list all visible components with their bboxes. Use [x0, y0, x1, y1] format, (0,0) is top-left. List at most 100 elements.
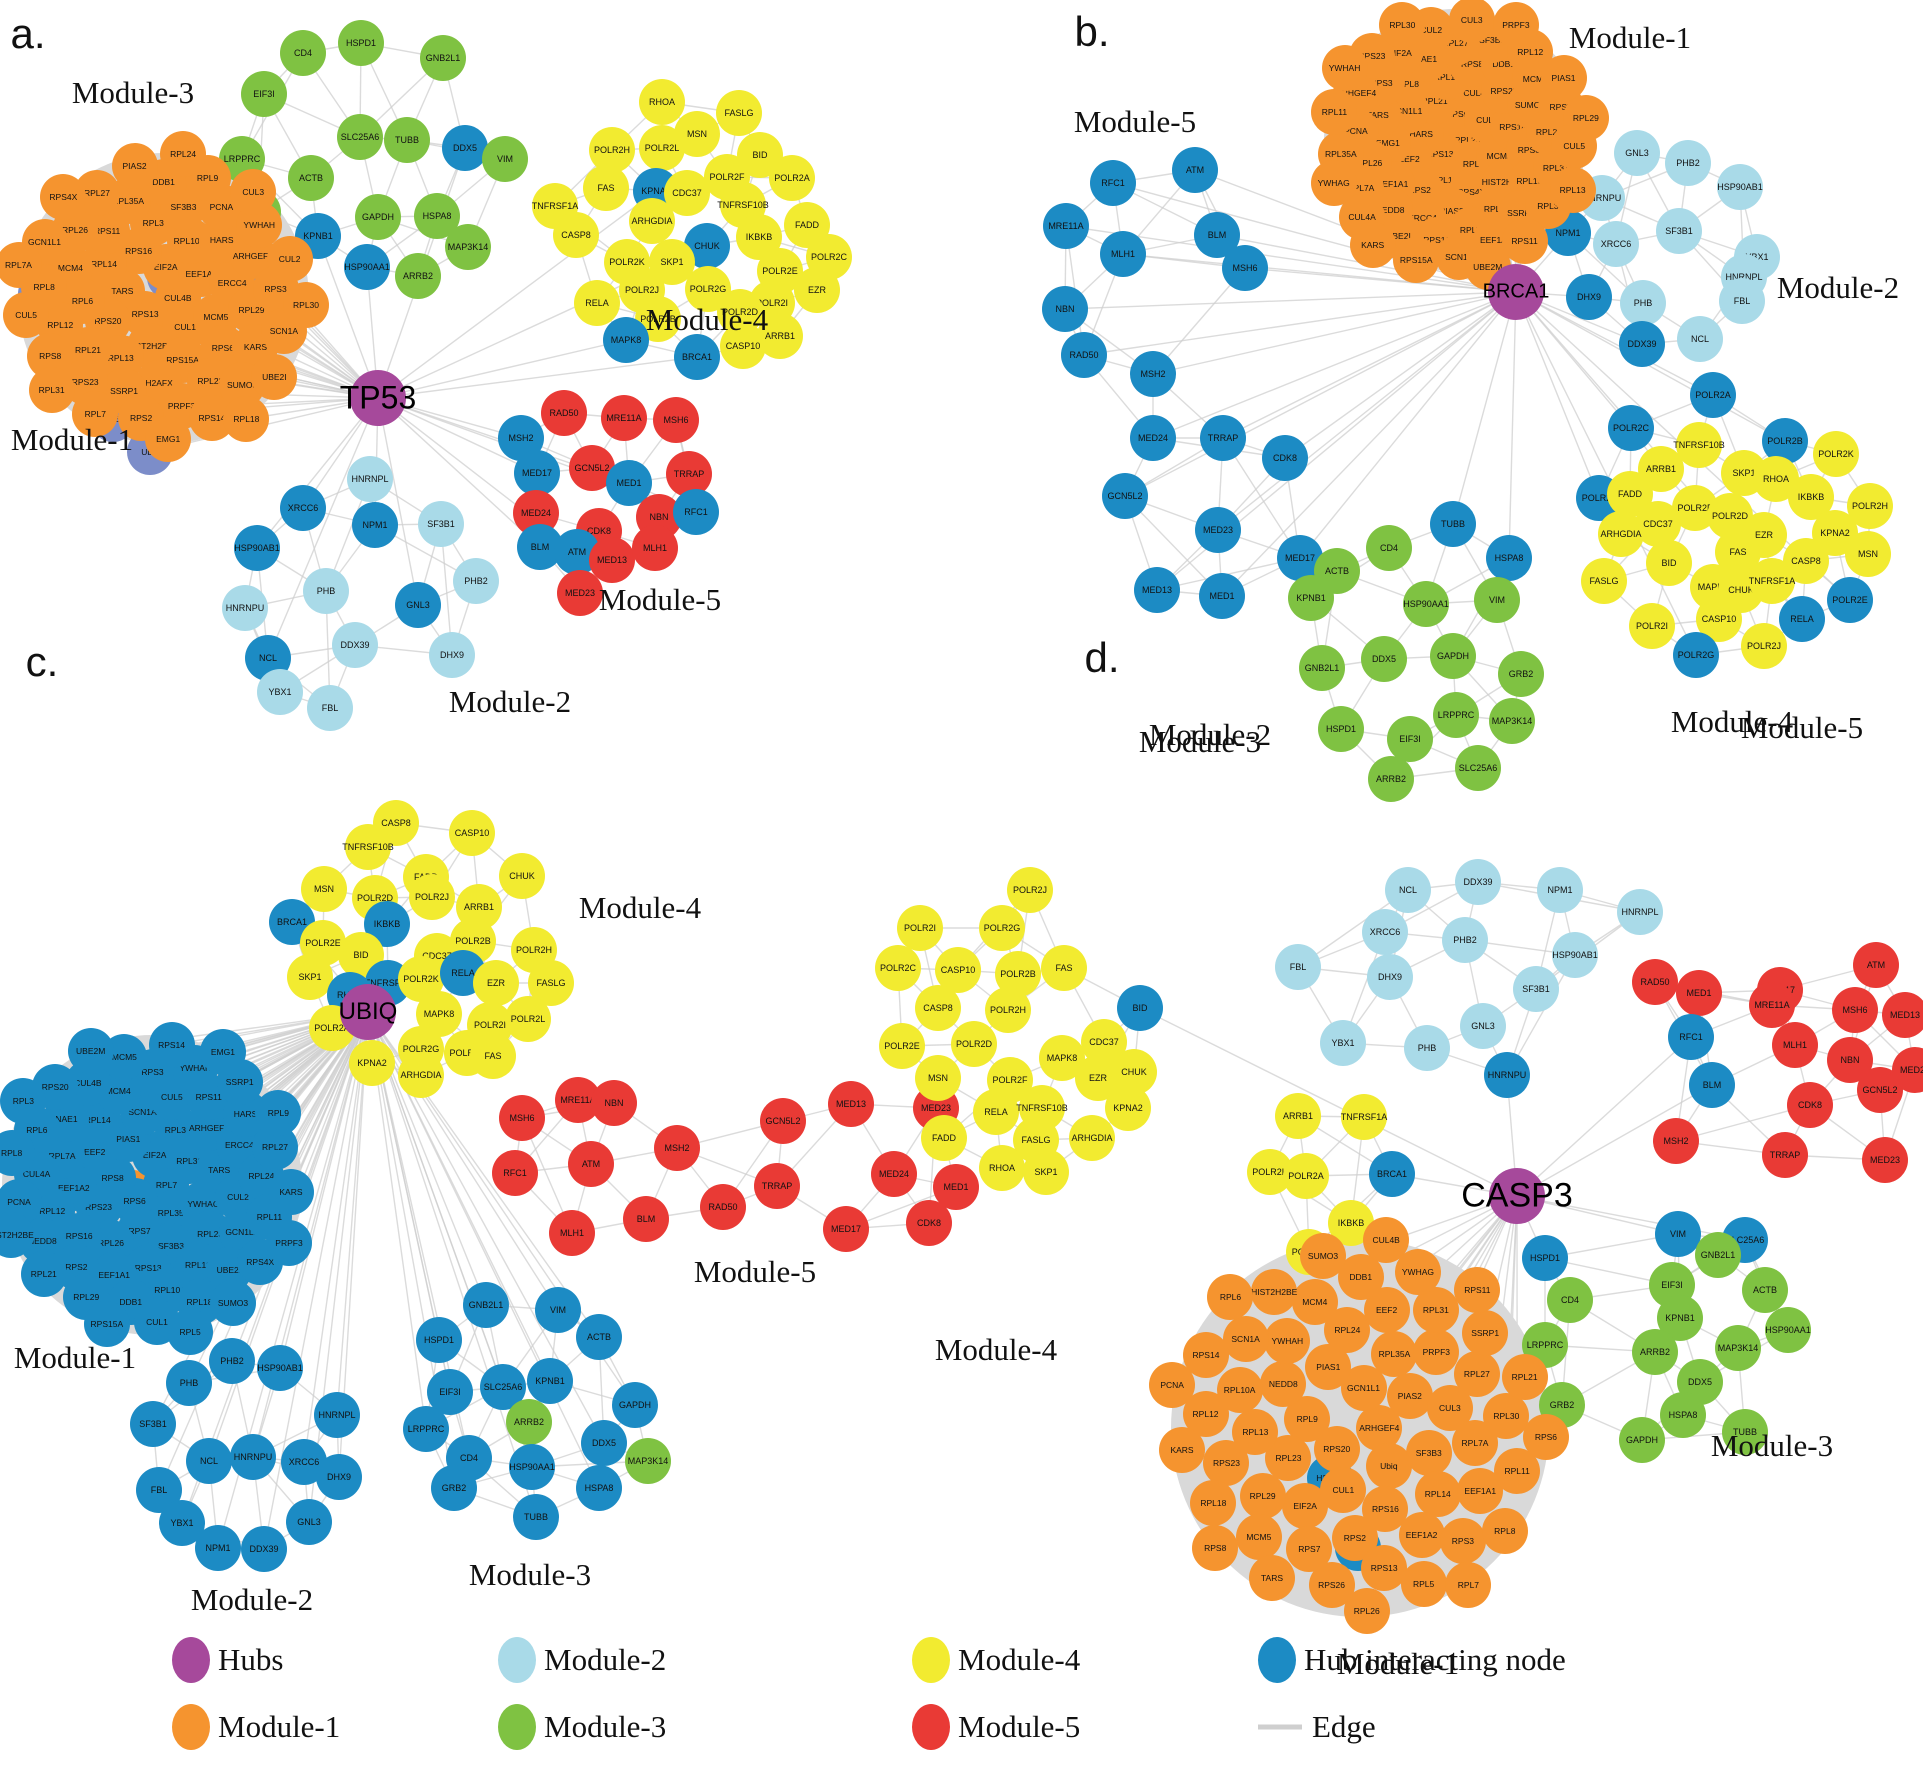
node-RELA[interactable]: RELA	[1779, 596, 1825, 642]
node-RFC1[interactable]: RFC1	[673, 489, 719, 535]
node-POLR2A[interactable]: POLR2A	[1690, 372, 1736, 418]
node-DDX39[interactable]: DDX39	[1619, 321, 1665, 367]
node-RFC1[interactable]: RFC1	[1090, 160, 1136, 206]
node-DHX9[interactable]: DHX9	[316, 1454, 362, 1500]
node-MLH1[interactable]: MLH1	[632, 525, 678, 571]
node-KPNB1[interactable]: KPNB1	[1288, 575, 1334, 621]
node-SF3B1[interactable]: SF3B1	[418, 501, 464, 547]
node-TUBB[interactable]: TUBB	[1430, 501, 1476, 547]
node-KPNA2[interactable]: KPNA2	[349, 1040, 395, 1086]
node-POLR2H[interactable]: POLR2H	[985, 987, 1031, 1033]
node-RPL6[interactable]: RPL6	[1207, 1273, 1254, 1320]
node-CDK8[interactable]: CDK8	[1262, 435, 1308, 481]
node-EEF1A2[interactable]: EEF1A2	[1398, 1512, 1445, 1559]
node-RPL26[interactable]: RPL26	[1343, 1587, 1390, 1634]
node-VIM[interactable]: VIM	[482, 136, 528, 182]
node-CASP8[interactable]: CASP8	[915, 985, 961, 1031]
node-RAD50[interactable]: RAD50	[541, 390, 587, 436]
node-EZR[interactable]: EZR	[794, 267, 840, 313]
node-HSP90AA1[interactable]: HSP90AA1	[1765, 1307, 1811, 1353]
node-YWHAH[interactable]: YWHAH	[1321, 45, 1368, 92]
node-PHB[interactable]: PHB	[166, 1360, 212, 1406]
node-DDX39[interactable]: DDX39	[332, 622, 378, 668]
node-CUL3[interactable]: CUL3	[1448, 0, 1495, 43]
node-HSPD1[interactable]: HSPD1	[1318, 706, 1364, 752]
node-FASLG[interactable]: FASLG	[1581, 558, 1627, 604]
node-HSPA8[interactable]: HSPA8	[576, 1465, 622, 1511]
node-DHX9[interactable]: DHX9	[1367, 954, 1413, 1000]
node-HSPD1[interactable]: HSPD1	[1522, 1235, 1568, 1281]
node-FBL[interactable]: FBL	[307, 685, 353, 731]
node-NCL[interactable]: NCL	[186, 1438, 232, 1484]
node-MED24[interactable]: MED24	[1130, 415, 1176, 461]
node-EIF3I[interactable]: EIF3I	[241, 71, 287, 117]
node-MRE11A[interactable]: MRE11A	[1749, 982, 1795, 1028]
node-RFC1[interactable]: RFC1	[492, 1150, 538, 1196]
node-CUL2[interactable]: CUL2	[266, 235, 313, 282]
node-ARRB2[interactable]: ARRB2	[1632, 1329, 1678, 1375]
node-TNFRSF1A[interactable]: TNFRSF1A	[1749, 558, 1795, 604]
node-HSP90AB1[interactable]: HSP90AB1	[1552, 932, 1598, 978]
node-FAS[interactable]: FAS	[583, 165, 629, 211]
node-XRCC6[interactable]: XRCC6	[1362, 909, 1408, 955]
node-MLH1[interactable]: MLH1	[549, 1210, 595, 1256]
node-MSH6[interactable]: MSH6	[1832, 987, 1878, 1033]
node-MSN[interactable]: MSN	[1845, 531, 1891, 577]
node-RHOA[interactable]: RHOA	[639, 79, 685, 125]
node-PHB2[interactable]: PHB2	[453, 558, 499, 604]
node-RPL13[interactable]: RPL13	[1549, 166, 1596, 213]
node-ACTB[interactable]: ACTB	[576, 1314, 622, 1360]
node-MSH6[interactable]: MSH6	[499, 1095, 545, 1141]
node-BRCA1[interactable]: BRCA1	[674, 334, 720, 380]
node-MAPK8[interactable]: MAPK8	[603, 317, 649, 363]
node-HNRNPL[interactable]: HNRNPL	[347, 456, 393, 502]
node-ARHGDIA[interactable]: ARHGDIA	[1069, 1115, 1115, 1161]
node-RPS8[interactable]: RPS8	[1192, 1524, 1239, 1571]
node-CD4[interactable]: CD4	[1547, 1277, 1593, 1323]
node-PHB2[interactable]: PHB2	[1665, 140, 1711, 186]
node-POLR2G[interactable]: POLR2G	[979, 905, 1025, 951]
node-CDK8[interactable]: CDK8	[1787, 1082, 1833, 1128]
node-PHB[interactable]: PHB	[303, 568, 349, 614]
node-HSP90AA1[interactable]: HSP90AA1	[1403, 581, 1449, 627]
node-MAP3K14[interactable]: MAP3K14	[1489, 698, 1535, 744]
node-POLR2C[interactable]: POLR2C	[875, 945, 921, 991]
node-GNB2L1[interactable]: GNB2L1	[1695, 1232, 1741, 1278]
node-GCN5L2[interactable]: GCN5L2	[1102, 473, 1148, 519]
node-MSH2[interactable]: MSH2	[654, 1125, 700, 1171]
node-RPL7A[interactable]: RPL7A	[0, 241, 42, 288]
node-MAP3K14[interactable]: MAP3K14	[445, 224, 491, 270]
node-GRB2[interactable]: GRB2	[431, 1465, 477, 1511]
node-YWHAG[interactable]: YWHAG	[1310, 160, 1357, 207]
node-CASP10[interactable]: CASP10	[449, 810, 495, 856]
node-GNL3[interactable]: GNL3	[1614, 130, 1660, 176]
node-POLR2J[interactable]: POLR2J	[409, 874, 455, 920]
node-VIM[interactable]: VIM	[1474, 577, 1520, 623]
node-CD4[interactable]: CD4	[1366, 525, 1412, 571]
node-HSP90AA1[interactable]: HSP90AA1	[509, 1444, 555, 1490]
node-HSP90AA1[interactable]: HSP90AA1	[344, 244, 390, 290]
node-HSPD1[interactable]: HSPD1	[338, 20, 384, 66]
node-RPL29[interactable]: RPL29	[1562, 95, 1609, 142]
node-HIST2H2BE[interactable]: HIST2H2BE	[1251, 1268, 1297, 1315]
node-MED23[interactable]: MED23	[1862, 1137, 1908, 1183]
node-HSP90AB1[interactable]: HSP90AB1	[1717, 164, 1763, 210]
node-MED24[interactable]: MED24	[871, 1151, 917, 1197]
node-YBX1[interactable]: YBX1	[257, 669, 303, 715]
node-NPM1[interactable]: NPM1	[352, 502, 398, 548]
node-RPL24[interactable]: RPL24	[160, 130, 207, 177]
node-RPS4X[interactable]: RPS4X	[40, 173, 87, 220]
node-VIM[interactable]: VIM	[535, 1287, 581, 1333]
node-TUBB[interactable]: TUBB	[513, 1494, 559, 1540]
node-SKP1[interactable]: SKP1	[1023, 1149, 1069, 1195]
node-POLR2A[interactable]: POLR2A	[1283, 1153, 1329, 1199]
node-POLR2J[interactable]: POLR2J	[1007, 867, 1053, 913]
node-BLM[interactable]: BLM	[623, 1196, 669, 1242]
node-MED13[interactable]: MED13	[1134, 567, 1180, 613]
node-HSP90AB1[interactable]: HSP90AB1	[257, 1345, 303, 1391]
hub-node[interactable]	[1489, 1168, 1545, 1224]
node-POLR2D[interactable]: POLR2D	[951, 1021, 997, 1067]
node-RPL29[interactable]: RPL29	[1239, 1472, 1286, 1519]
node-NPM1[interactable]: NPM1	[195, 1525, 241, 1571]
node-XRCC6[interactable]: XRCC6	[1593, 221, 1639, 267]
